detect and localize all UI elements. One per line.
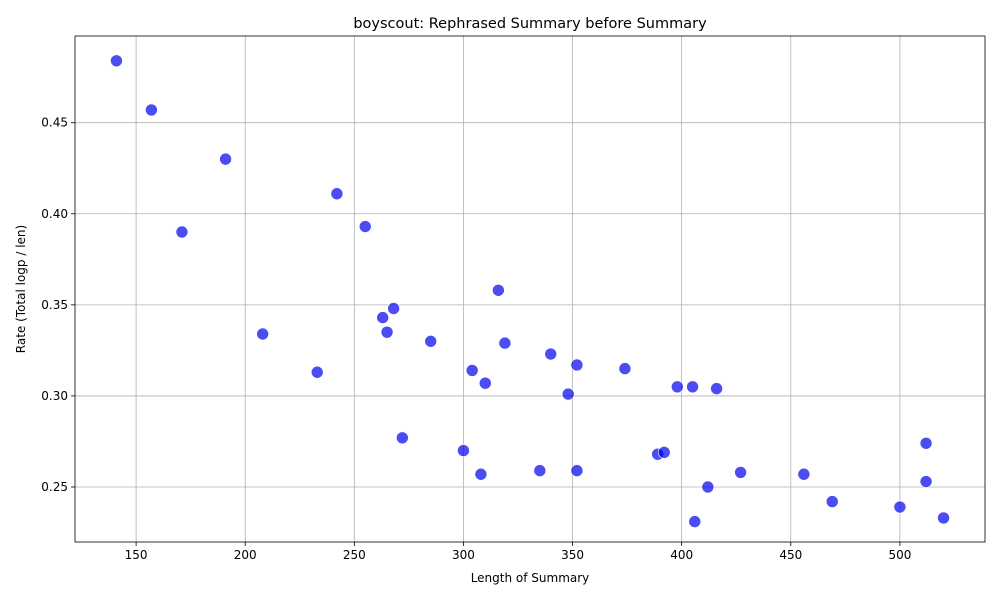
data-point xyxy=(688,515,702,528)
data-point xyxy=(457,444,470,457)
data-point xyxy=(893,500,907,514)
data-point xyxy=(478,376,492,390)
data-point xyxy=(544,347,558,361)
data-point xyxy=(424,334,438,348)
data-point xyxy=(376,311,389,324)
y-tick-label: 0.45 xyxy=(41,116,68,130)
data-point xyxy=(256,327,269,341)
data-point xyxy=(919,436,933,450)
x-tick-label: 150 xyxy=(125,548,148,562)
data-point xyxy=(734,466,747,479)
data-point xyxy=(570,358,584,372)
y-tick-label: 0.30 xyxy=(41,389,68,403)
y-tick-label: 0.25 xyxy=(41,480,68,494)
data-point xyxy=(175,225,189,239)
data-point xyxy=(387,302,400,315)
data-point xyxy=(310,365,324,379)
data-point xyxy=(570,464,584,477)
x-tick-label: 200 xyxy=(234,548,257,562)
data-point xyxy=(657,446,671,459)
data-point xyxy=(561,387,575,401)
data-point xyxy=(358,220,372,233)
data-point xyxy=(533,464,547,477)
x-axis-label: Length of Summary xyxy=(471,571,590,585)
data-point xyxy=(937,511,950,525)
axis-ticks: 150 200 250 300 350 400 450 500 0.25 0.30 0.35 0.40… xyxy=(41,116,911,562)
grid xyxy=(75,36,985,542)
data-point xyxy=(110,54,123,68)
data-point xyxy=(145,103,158,117)
data-point xyxy=(919,475,933,488)
data-point xyxy=(474,467,488,481)
data-point xyxy=(492,283,505,297)
data-point xyxy=(686,380,699,394)
x-tick-label: 250 xyxy=(343,548,366,562)
plot-frame xyxy=(74,35,986,543)
x-tick-label: 400 xyxy=(670,548,693,562)
data-point xyxy=(380,325,394,339)
data-point xyxy=(498,336,512,350)
data-points xyxy=(110,54,950,528)
data-point xyxy=(710,382,723,395)
x-tick-label: 350 xyxy=(561,548,584,562)
data-point xyxy=(465,364,479,377)
chart-title: boyscout: Rephrased Summary before Summa… xyxy=(353,16,707,32)
data-point xyxy=(825,495,839,508)
y-tick-label: 0.40 xyxy=(41,207,68,221)
data-point xyxy=(701,480,715,494)
x-tick-label: 300 xyxy=(452,548,475,562)
data-point xyxy=(618,362,632,375)
data-point xyxy=(671,380,684,394)
data-point xyxy=(330,187,344,201)
x-tick-label: 500 xyxy=(888,548,911,562)
y-tick-label: 0.35 xyxy=(41,298,68,312)
y-axis-label: Rate (Total logp / len) xyxy=(14,225,28,353)
data-point xyxy=(797,467,811,481)
x-tick-label: 450 xyxy=(779,548,802,562)
data-point xyxy=(219,152,232,166)
data-point xyxy=(396,431,409,445)
